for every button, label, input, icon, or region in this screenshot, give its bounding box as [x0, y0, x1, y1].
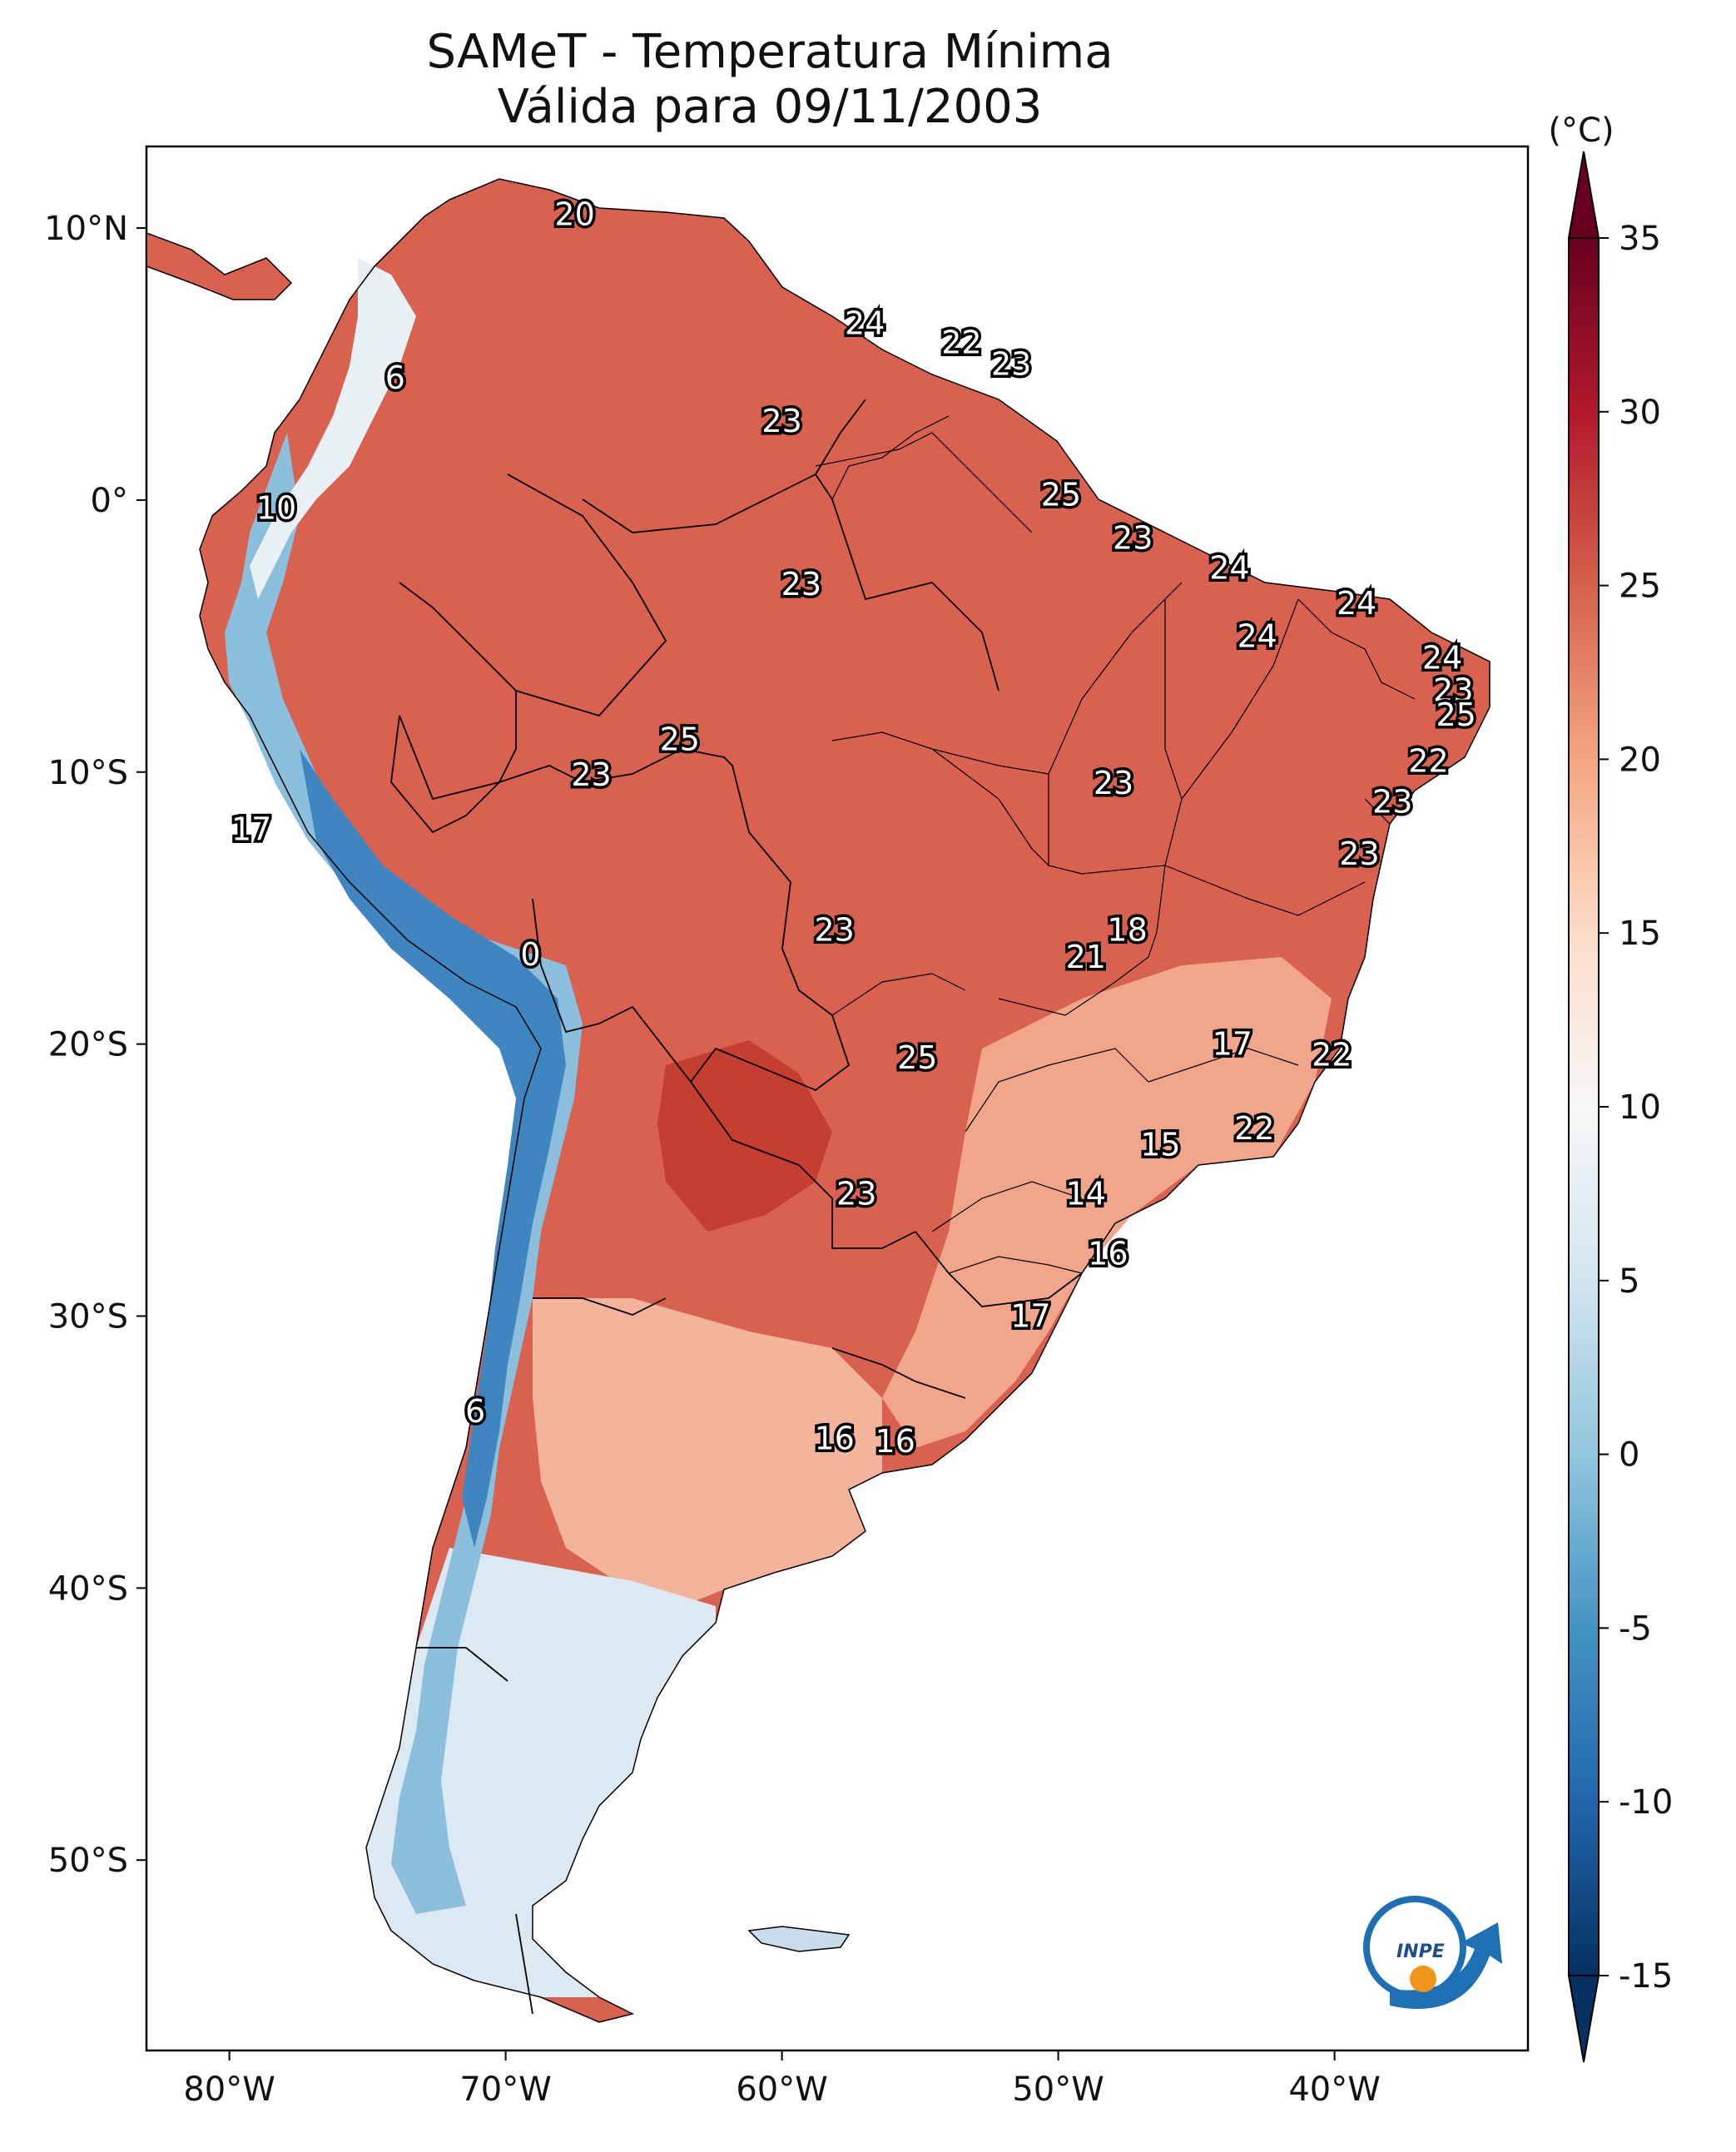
colorbar-max-arrow [1567, 151, 1600, 239]
inpe-logo: INPE [1363, 1896, 1502, 2009]
temperature-label: 16 [875, 1423, 915, 1460]
logo-arrow-icon [1390, 1922, 1502, 2009]
y-tick-label: 10°N [44, 210, 128, 248]
colorbar-tick-label: 10 [1619, 1088, 1661, 1127]
logo-orb [1410, 1966, 1436, 1992]
temperature-label: 20 [554, 196, 594, 233]
temperature-label: 16 [1088, 1235, 1128, 1272]
colorbar-tick-label: -15 [1619, 1957, 1673, 1996]
temperature-label: 25 [1041, 476, 1081, 513]
pampas-mild [533, 1298, 882, 1606]
warm-core [657, 1040, 832, 1232]
temperature-label: 23 [1372, 784, 1412, 821]
colorbar-tick-label: 30 [1619, 394, 1661, 432]
x-tick-label: 40°W [1288, 2070, 1380, 2109]
y-tick-label: 20°S [48, 1026, 128, 1064]
temperature-label: 17 [1213, 1026, 1252, 1063]
temperature-label: 23 [781, 566, 821, 602]
colorbar-gradient [1568, 237, 1600, 1976]
y-tick-label: 0° [91, 482, 128, 520]
temperature-label: 25 [897, 1039, 937, 1076]
temperature-label: 23 [761, 403, 801, 439]
temperature-label: 22 [1408, 743, 1448, 780]
colorbar-tick-label: 35 [1619, 220, 1661, 258]
coastline [199, 178, 1490, 2023]
colorbar: (°C) 35 30 25 20 15 10 5 0 -5 -10 -15 [1548, 112, 1673, 2063]
andes-core [300, 749, 566, 1548]
temperature-label: 25 [1436, 697, 1476, 733]
temperature-label: 6 [465, 1393, 485, 1430]
temperature-label: 22 [941, 324, 981, 360]
temperature-label: 22 [1312, 1037, 1352, 1074]
colorbar-tick-label: 20 [1619, 741, 1661, 779]
colorbar-tick-label: 25 [1619, 568, 1661, 606]
temperature-label: 25 [660, 721, 700, 758]
temperature-label: 23 [571, 756, 611, 793]
colorbar-tick-label: -10 [1619, 1783, 1673, 1822]
temperature-label: 23 [836, 1175, 876, 1212]
temperature-label: 24 [1337, 585, 1376, 622]
y-tick-label: 30°S [48, 1297, 128, 1336]
colorbar-tick-label: 15 [1619, 915, 1661, 953]
y-tick-label: 10°S [48, 754, 128, 792]
temperature-label: 23 [1433, 672, 1473, 709]
temperature-label: 24 [1237, 617, 1277, 654]
temperature-label: 18 [1107, 911, 1147, 948]
logo-text: INPE [1396, 1941, 1445, 1962]
temperature-label: 0 [520, 936, 540, 973]
southeast-mild [882, 957, 1332, 1448]
temperature-label: 24 [845, 305, 885, 341]
north-andes-cool [250, 258, 416, 599]
x-tick-label: 70°W [459, 2070, 551, 2109]
temperature-label: 23 [1113, 520, 1153, 557]
colorbar-tick-label: 0 [1619, 1436, 1639, 1475]
temperature-label: 10 [256, 490, 296, 527]
colorbar-min-arrow [1567, 1975, 1600, 2063]
colorbar-tick-label: -5 [1619, 1609, 1652, 1648]
temperature-label: 22 [1234, 1110, 1274, 1147]
temperature-label: 15 [1140, 1127, 1180, 1163]
colorbar-tick-label: 5 [1619, 1262, 1639, 1301]
central-america [146, 232, 293, 300]
temperature-label: 23 [1094, 765, 1133, 801]
colorbar-unit: (°C) [1548, 112, 1614, 150]
temperature-label: 17 [231, 811, 271, 847]
temperature-label: 16 [815, 1421, 855, 1457]
map-subtitle: Válida para 09/11/2003 [497, 80, 1043, 134]
x-tick-label: 60°W [736, 2070, 827, 2109]
temperature-label: 23 [815, 911, 855, 948]
map-title: SAMeT - Temperatura Mínima [426, 25, 1114, 79]
state-borders [815, 415, 1416, 1274]
y-axis: 10°N 0° 10°S 20°S 30°S 40°S 50°S [44, 210, 146, 1880]
temperature-label: 24 [1422, 639, 1462, 676]
temperature-label: 23 [1339, 836, 1379, 872]
colorbar-ticks: 35 30 25 20 15 10 5 0 -5 -10 -15 [1599, 220, 1673, 1996]
y-tick-label: 40°S [48, 1569, 128, 1608]
temperature-label: 21 [1066, 939, 1106, 975]
temperature-label: 14 [1066, 1175, 1106, 1212]
x-tick-label: 80°W [183, 2070, 275, 2109]
falkland-islands [747, 1926, 851, 1952]
x-axis: 80°W 70°W 60°W 50°W 40°W [183, 2050, 1381, 2109]
temperature-label: 17 [1010, 1297, 1050, 1334]
y-tick-label: 50°S [48, 1842, 128, 1880]
temperature-label: 24 [1209, 550, 1249, 587]
country-borders [390, 399, 1083, 2015]
temperature-label: 6 [385, 359, 405, 396]
x-tick-label: 50°W [1012, 2070, 1104, 2109]
temperature-label: 23 [991, 345, 1031, 382]
